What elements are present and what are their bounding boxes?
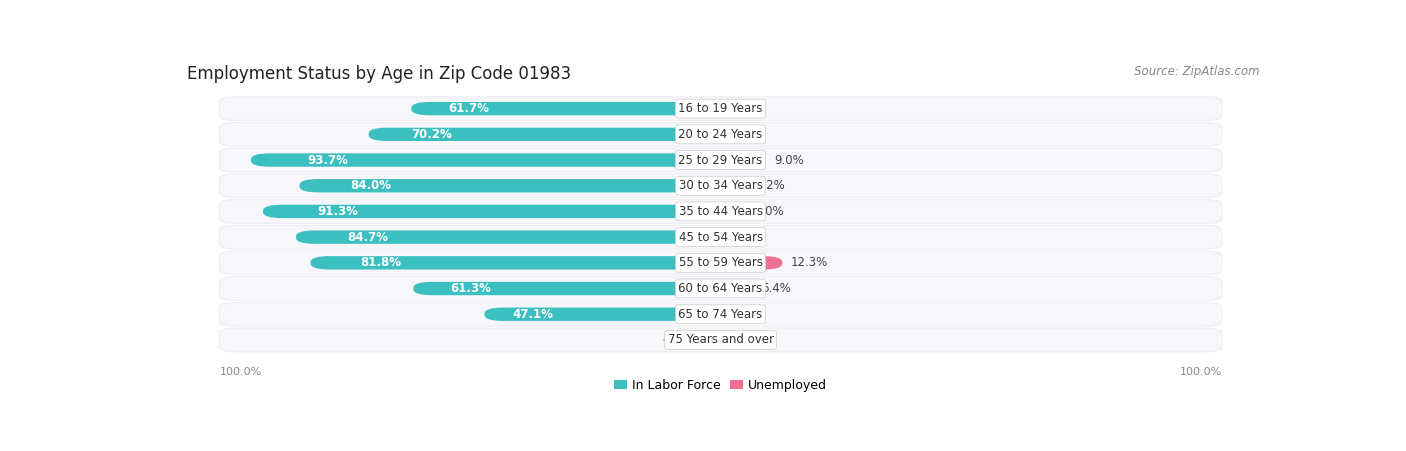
- FancyBboxPatch shape: [263, 205, 721, 218]
- Text: 61.7%: 61.7%: [449, 102, 489, 115]
- FancyBboxPatch shape: [219, 200, 1222, 223]
- Legend: In Labor Force, Unemployed: In Labor Force, Unemployed: [614, 379, 827, 391]
- Text: 5.2%: 5.2%: [755, 179, 785, 192]
- FancyBboxPatch shape: [721, 205, 745, 218]
- Text: 6.4%: 6.4%: [762, 282, 792, 295]
- FancyBboxPatch shape: [311, 256, 721, 270]
- FancyBboxPatch shape: [219, 328, 1222, 352]
- FancyBboxPatch shape: [721, 153, 766, 167]
- Text: 93.7%: 93.7%: [308, 153, 349, 166]
- Text: Source: ZipAtlas.com: Source: ZipAtlas.com: [1135, 64, 1260, 78]
- Text: 16 to 19 Years: 16 to 19 Years: [678, 102, 763, 115]
- FancyBboxPatch shape: [412, 102, 721, 115]
- Text: 47.1%: 47.1%: [513, 308, 554, 321]
- FancyBboxPatch shape: [368, 128, 721, 141]
- FancyBboxPatch shape: [219, 174, 1222, 198]
- FancyBboxPatch shape: [250, 153, 721, 167]
- FancyBboxPatch shape: [721, 256, 782, 270]
- Text: 0.0%: 0.0%: [730, 230, 759, 244]
- Text: 0.0%: 0.0%: [730, 333, 759, 346]
- Text: 20 to 24 Years: 20 to 24 Years: [679, 128, 762, 141]
- Text: 4.5%: 4.5%: [662, 333, 693, 346]
- Text: 61.3%: 61.3%: [450, 282, 491, 295]
- Text: 9.0%: 9.0%: [775, 153, 804, 166]
- Text: 5.0%: 5.0%: [755, 205, 785, 218]
- Text: 25 to 29 Years: 25 to 29 Years: [679, 153, 762, 166]
- Text: 12.3%: 12.3%: [792, 256, 828, 269]
- Text: 45 to 54 Years: 45 to 54 Years: [679, 230, 762, 244]
- Text: 100.0%: 100.0%: [1180, 367, 1222, 377]
- FancyBboxPatch shape: [485, 308, 721, 321]
- FancyBboxPatch shape: [219, 251, 1222, 275]
- Text: 35 to 44 Years: 35 to 44 Years: [679, 205, 762, 218]
- FancyBboxPatch shape: [219, 97, 1222, 120]
- Text: 55 to 59 Years: 55 to 59 Years: [679, 256, 762, 269]
- FancyBboxPatch shape: [219, 123, 1222, 146]
- FancyBboxPatch shape: [697, 333, 721, 347]
- Text: Employment Status by Age in Zip Code 01983: Employment Status by Age in Zip Code 019…: [187, 64, 571, 83]
- Text: 0.0%: 0.0%: [730, 128, 759, 141]
- Text: 100.0%: 100.0%: [219, 367, 262, 377]
- FancyBboxPatch shape: [219, 148, 1222, 172]
- Text: 75 Years and over: 75 Years and over: [668, 333, 773, 346]
- FancyBboxPatch shape: [219, 303, 1222, 326]
- Text: 30 to 34 Years: 30 to 34 Years: [679, 179, 762, 192]
- FancyBboxPatch shape: [721, 179, 747, 193]
- Text: 81.8%: 81.8%: [360, 256, 401, 269]
- Text: 84.0%: 84.0%: [350, 179, 391, 192]
- Text: 70.2%: 70.2%: [411, 128, 451, 141]
- FancyBboxPatch shape: [297, 230, 721, 244]
- Text: 0.0%: 0.0%: [730, 102, 759, 115]
- Text: 65 to 74 Years: 65 to 74 Years: [679, 308, 762, 321]
- FancyBboxPatch shape: [721, 282, 752, 295]
- FancyBboxPatch shape: [299, 179, 721, 193]
- Text: 84.7%: 84.7%: [347, 230, 388, 244]
- Text: 0.0%: 0.0%: [730, 308, 759, 321]
- FancyBboxPatch shape: [219, 226, 1222, 249]
- Text: 91.3%: 91.3%: [318, 205, 359, 218]
- Text: 60 to 64 Years: 60 to 64 Years: [679, 282, 762, 295]
- FancyBboxPatch shape: [219, 277, 1222, 300]
- FancyBboxPatch shape: [413, 282, 721, 295]
